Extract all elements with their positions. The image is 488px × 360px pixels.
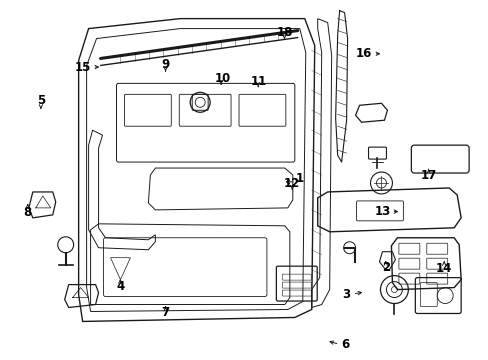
- Text: 7: 7: [161, 306, 169, 319]
- Text: 16: 16: [355, 47, 371, 60]
- Text: 18: 18: [276, 26, 292, 39]
- Text: 10: 10: [214, 72, 230, 85]
- Text: 1: 1: [295, 172, 303, 185]
- Text: 4: 4: [116, 280, 124, 293]
- Text: 15: 15: [75, 60, 91, 73]
- Text: 11: 11: [250, 75, 266, 88]
- Text: 6: 6: [340, 338, 348, 351]
- Text: 3: 3: [342, 288, 350, 301]
- Text: 5: 5: [37, 94, 45, 107]
- Text: 12: 12: [284, 177, 300, 190]
- Text: 13: 13: [374, 205, 390, 218]
- Text: 9: 9: [161, 58, 169, 71]
- Text: 2: 2: [381, 261, 389, 274]
- Text: 8: 8: [23, 206, 32, 219]
- Text: 14: 14: [435, 262, 451, 275]
- Text: 17: 17: [420, 169, 436, 182]
